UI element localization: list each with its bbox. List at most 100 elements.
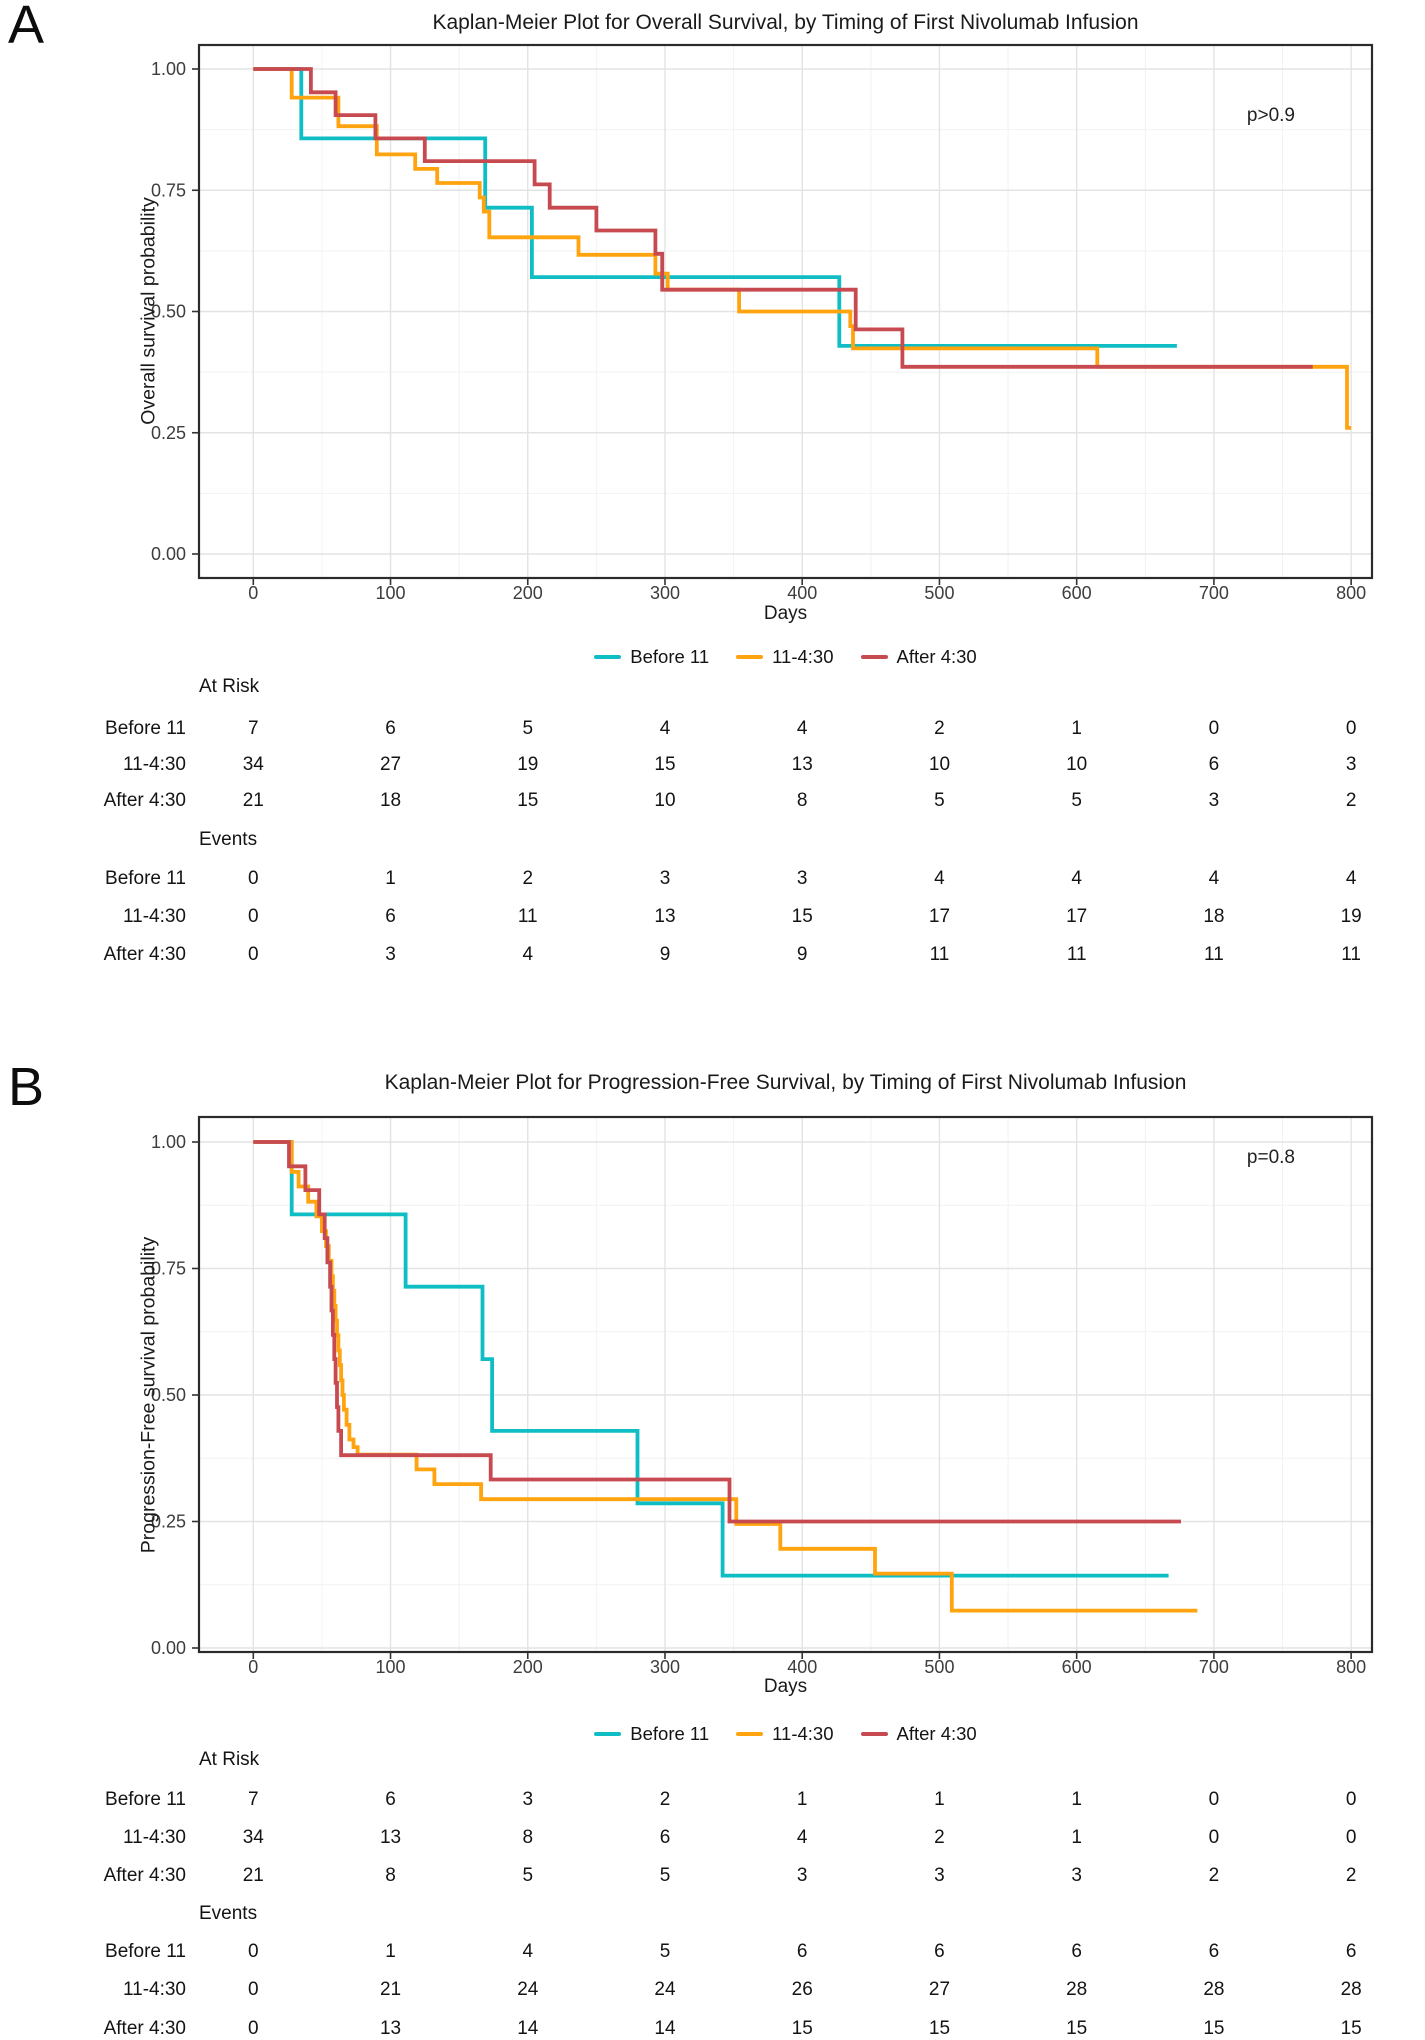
legend-swatch-after-430 <box>860 1731 888 1737</box>
events-value: 4 <box>1346 868 1357 889</box>
events-value: 15 <box>929 2018 950 2039</box>
events-value: 11 <box>1341 944 1361 965</box>
at-risk-value: 0 <box>1346 1789 1357 1810</box>
events-value: 28 <box>1203 1979 1224 2000</box>
at-risk-value: 6 <box>385 1789 396 1810</box>
events-value: 24 <box>517 1979 539 2000</box>
legend-label: Before 11 <box>630 646 710 667</box>
at-risk-value: 3 <box>1209 790 1220 811</box>
y-tick-label: 0.50 <box>151 1385 186 1405</box>
events-value: 17 <box>929 906 950 927</box>
events-value: 27 <box>929 1979 950 2000</box>
x-tick-label: 300 <box>650 583 680 603</box>
panel-b-p-value: p=0.8 <box>1246 1147 1295 1168</box>
events-value: 17 <box>1066 906 1087 927</box>
at-risk-row-label: After 4:30 <box>104 1865 186 1886</box>
at-risk-value: 5 <box>660 1865 671 1886</box>
events-value: 13 <box>654 906 675 927</box>
panel-b-title: Kaplan-Meier Plot for Progression-Free S… <box>384 1071 1187 1094</box>
at-risk-value: 5 <box>934 790 945 811</box>
events-value: 13 <box>380 2018 401 2039</box>
legend-swatch-before-11 <box>594 1731 622 1737</box>
panel-a-y-axis-label: Overall survival probability <box>137 197 160 425</box>
x-tick-label: 500 <box>924 583 954 603</box>
x-tick-label: 800 <box>1336 583 1366 603</box>
at-risk-value: 2 <box>934 1827 945 1848</box>
at-risk-value: 10 <box>654 790 675 811</box>
events-value: 4 <box>1071 868 1082 889</box>
events-value: 1 <box>385 1941 396 1962</box>
events-value: 21 <box>380 1979 401 2000</box>
at-risk-row-label: 11-4:30 <box>123 1827 186 1848</box>
x-tick-label: 100 <box>376 583 406 603</box>
events-value: 26 <box>792 1979 813 2000</box>
events-value: 0 <box>248 944 259 965</box>
at-risk-value: 1 <box>1071 1789 1082 1810</box>
at-risk-value: 8 <box>797 790 808 811</box>
events-value: 9 <box>797 944 808 965</box>
at-risk-value: 2 <box>934 718 945 739</box>
x-tick-label: 0 <box>248 583 258 603</box>
panel-a-p-value: p>0.9 <box>1246 105 1295 126</box>
events-value: 15 <box>792 2018 813 2039</box>
events-row-label: Before 11 <box>105 868 186 889</box>
panel-a-legend: Before 11 11-4:30 After 4:30 <box>199 646 1372 668</box>
at-risk-value: 4 <box>660 718 671 739</box>
at-risk-value: 0 <box>1346 718 1357 739</box>
legend-swatch-after-430 <box>860 654 888 660</box>
x-tick-label: 100 <box>376 1657 406 1677</box>
events-value: 6 <box>1209 1941 1220 1962</box>
events-value: 15 <box>792 906 813 927</box>
legend-swatch-before-11 <box>594 654 622 660</box>
y-tick-label: 0.25 <box>151 1512 186 1532</box>
events-value: 1 <box>385 868 396 889</box>
legend-item-11-430: 11-4:30 <box>736 646 834 668</box>
km-curve-11-4-30 <box>253 67 1352 430</box>
events-value: 11 <box>1204 944 1224 965</box>
legend-item-before-11: Before 11 <box>594 1723 709 1745</box>
at-risk-value: 15 <box>654 754 675 775</box>
at-risk-value: 4 <box>797 718 808 739</box>
legend-item-11-430: 11-4:30 <box>736 1723 834 1745</box>
events-value: 6 <box>385 906 396 927</box>
y-tick-label: 1.00 <box>151 1132 186 1152</box>
events-value: 18 <box>1203 906 1224 927</box>
panel-b-letter: B <box>8 1057 45 1117</box>
at-risk-value: 1 <box>934 1789 945 1810</box>
events-table-header: Events <box>199 829 257 850</box>
at-risk-value: 18 <box>380 790 401 811</box>
events-value: 4 <box>522 944 533 965</box>
at-risk-value: 8 <box>385 1865 396 1886</box>
at-risk-value: 2 <box>1209 1865 1220 1886</box>
y-tick-label: 0.50 <box>151 302 186 322</box>
at-risk-table-header: At Risk <box>199 1749 260 1770</box>
at-risk-value: 2 <box>1346 790 1357 811</box>
events-value: 6 <box>797 1941 808 1962</box>
at-risk-value: 2 <box>1346 1865 1357 1886</box>
at-risk-value: 34 <box>243 754 265 775</box>
legend-label: Before 11 <box>630 1723 710 1744</box>
events-table-header: Events <box>199 1903 257 1924</box>
events-value: 19 <box>1341 906 1362 927</box>
at-risk-value: 13 <box>380 1827 401 1848</box>
events-value: 28 <box>1066 1979 1087 2000</box>
events-value: 6 <box>934 1941 945 1962</box>
at-risk-value: 6 <box>385 718 396 739</box>
events-value: 28 <box>1341 1979 1362 2000</box>
legend-label: After 4:30 <box>896 646 977 667</box>
at-risk-value: 3 <box>797 1865 808 1886</box>
events-value: 9 <box>660 944 671 965</box>
at-risk-value: 7 <box>248 1789 259 1810</box>
events-value: 4 <box>934 868 945 889</box>
events-value: 3 <box>660 868 671 889</box>
at-risk-row-label: Before 11 <box>105 718 186 739</box>
at-risk-value: 0 <box>1209 1827 1220 1848</box>
events-value: 24 <box>654 1979 676 2000</box>
events-value: 11 <box>518 906 538 927</box>
events-value: 4 <box>1209 868 1220 889</box>
plot-panel-background <box>199 1117 1372 1652</box>
at-risk-value: 3 <box>522 1789 533 1810</box>
events-value: 0 <box>248 1941 259 1962</box>
x-tick-label: 700 <box>1199 1657 1229 1677</box>
